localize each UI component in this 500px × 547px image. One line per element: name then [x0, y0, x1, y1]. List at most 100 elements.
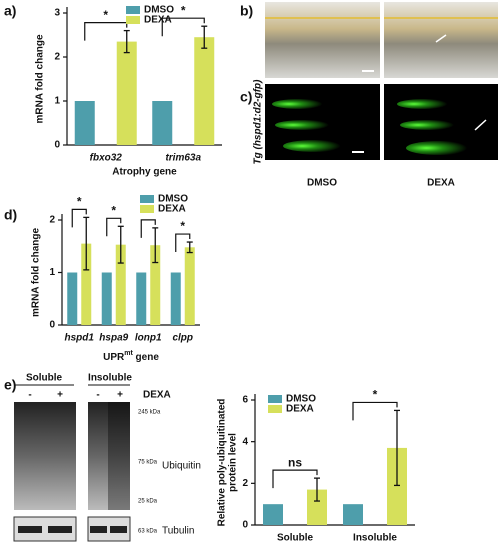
- significance-label: *: [77, 195, 82, 209]
- x-tick-label: Insoluble: [353, 533, 397, 544]
- significance-bracket: [161, 17, 205, 37]
- blot-image: [14, 402, 76, 510]
- marker-label: 25 kDa: [138, 499, 158, 505]
- x-label-sup: mt: [124, 350, 133, 357]
- error-bar: [117, 225, 124, 264]
- legend-label: DEXA: [158, 204, 186, 215]
- larva: [272, 99, 328, 109]
- bar: [116, 41, 137, 145]
- significance-label: *: [373, 388, 378, 402]
- bar: [115, 244, 126, 325]
- legend-label: DMSO: [144, 5, 174, 16]
- y-tick-label: 2: [242, 478, 248, 489]
- legend-swatch: [126, 16, 140, 24]
- error-bar: [314, 477, 320, 502]
- bar: [184, 247, 195, 325]
- blot-group: Insoluble: [88, 373, 132, 384]
- error-bar: [123, 29, 130, 54]
- condition-label: DMSO: [307, 178, 337, 189]
- error-bar: [201, 25, 208, 49]
- transgene-label: Tg (hspd1:d2-gfp): [253, 79, 264, 165]
- legend-label: DMSO: [286, 394, 316, 405]
- blot-image: [88, 402, 130, 510]
- legend-swatch: [268, 395, 282, 403]
- y-axis-label: Relative poly-ubiquitinated: [217, 399, 228, 527]
- significance-label: *: [181, 3, 186, 17]
- panel-label: c): [240, 89, 252, 105]
- significance-bracket: [352, 401, 398, 421]
- blot-band: [90, 526, 107, 533]
- micrograph: [265, 2, 380, 78]
- x-tick-label: fbxo32: [90, 153, 123, 164]
- blot-lane: [108, 402, 130, 510]
- blot-band: [110, 526, 127, 533]
- larva: [275, 120, 335, 130]
- x-tick-label: hspd1: [65, 333, 95, 344]
- y-tick-label: 4: [242, 436, 248, 447]
- x-tick-label: trim63a: [165, 153, 201, 164]
- legend-swatch: [268, 405, 282, 413]
- larva: [397, 99, 453, 109]
- x-tick-label: lonp1: [135, 333, 162, 344]
- significance-bracket: [140, 219, 156, 238]
- significance-label: *: [103, 8, 108, 22]
- y-axis-label: protein level: [228, 433, 239, 492]
- y-tick-label: 0: [54, 140, 60, 151]
- larva: [406, 141, 474, 155]
- error-bar: [394, 409, 400, 487]
- lane-label: -: [28, 390, 31, 401]
- marker-label: 75 kDa: [138, 460, 158, 466]
- bar: [307, 489, 327, 525]
- x-label-part: gene: [133, 352, 160, 363]
- significance-label: ns: [288, 455, 302, 469]
- y-tick-label: 2: [54, 52, 60, 63]
- significance-label: *: [111, 203, 116, 217]
- arrow: [474, 119, 487, 131]
- y-tick-label: 2: [49, 215, 55, 226]
- y-axis-label: mRNA fold change: [35, 34, 46, 124]
- panel-label: d): [4, 207, 17, 223]
- legend-label: DEXA: [144, 15, 172, 26]
- bar: [81, 243, 92, 325]
- blot-band: [48, 526, 72, 533]
- y-tick-label: 1: [54, 96, 60, 107]
- bar: [263, 504, 283, 525]
- lane-label: +: [117, 390, 123, 401]
- blot-group: Soluble: [26, 373, 63, 384]
- panel-label: a): [4, 3, 16, 19]
- bar: [150, 245, 161, 325]
- condition-label: DEXA: [427, 178, 455, 189]
- significance-bracket: [175, 233, 191, 253]
- bar: [152, 101, 173, 145]
- legend-label: DMSO: [158, 194, 188, 205]
- bar: [387, 447, 407, 525]
- protein-label: Tubulin: [162, 526, 194, 537]
- bar: [74, 101, 95, 145]
- x-tick-label: Soluble: [277, 533, 314, 544]
- bar: [170, 272, 181, 325]
- significance-label: *: [180, 219, 185, 233]
- lane-label: -: [96, 390, 99, 401]
- larva: [283, 140, 347, 152]
- error-bar: [83, 216, 90, 271]
- blot-band: [18, 526, 42, 533]
- micrograph: [384, 2, 498, 78]
- bar: [136, 272, 147, 325]
- bar: [343, 504, 363, 525]
- marker-label: 63 kDa: [138, 529, 158, 535]
- y-axis-label: mRNA fold change: [31, 228, 42, 318]
- y-tick-label: 1: [49, 267, 55, 278]
- bar: [194, 37, 215, 146]
- legend-label: DEXA: [286, 404, 314, 415]
- significance-bracket: [84, 22, 128, 41]
- arrow: [435, 34, 447, 43]
- y-tick-label: 3: [54, 8, 60, 19]
- significance-bracket: [71, 208, 87, 228]
- lane-label: +: [57, 390, 63, 401]
- error-bar: [186, 241, 193, 254]
- legend-swatch: [140, 205, 154, 213]
- significance-bracket: [272, 469, 318, 489]
- y-tick-label: 0: [49, 320, 55, 331]
- y-tick-label: 6: [242, 395, 248, 406]
